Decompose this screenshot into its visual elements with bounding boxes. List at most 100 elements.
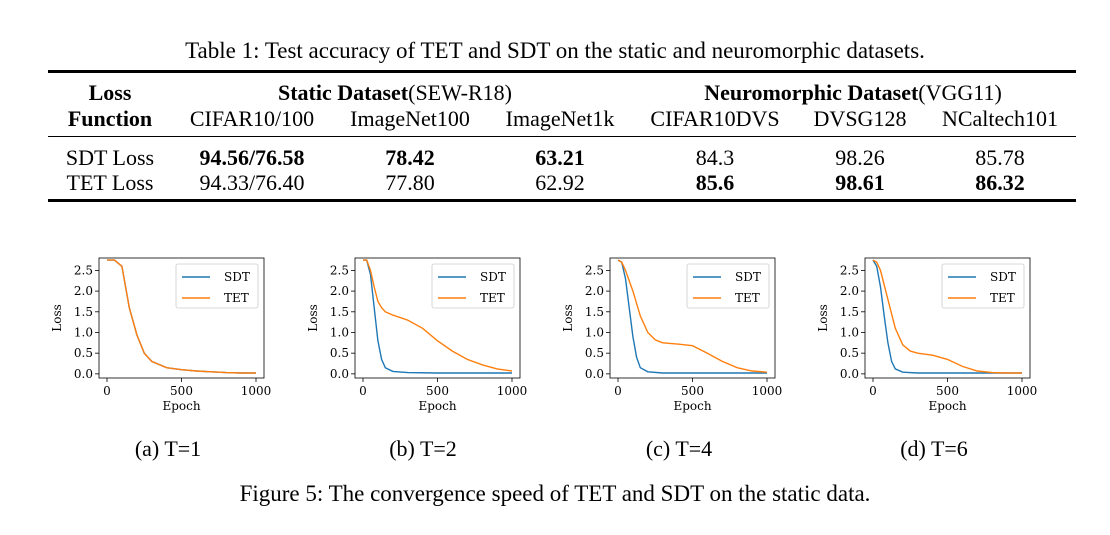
y-tick-label: 2.0: [585, 284, 604, 298]
x-tick-label: 0: [869, 384, 877, 398]
x-axis-label: Epoch: [418, 399, 456, 413]
x-tick-label: 1000: [1007, 384, 1038, 398]
y-tick-label: 1.0: [840, 325, 859, 339]
x-tick-label: 0: [103, 384, 111, 398]
legend-box: [686, 263, 770, 309]
subfigure-caption-d: (d) T=6: [900, 436, 968, 461]
static-group-model: (SEW-R18): [408, 80, 513, 105]
series-line-tet: [363, 259, 513, 372]
col-header: ImageNet100: [350, 106, 470, 131]
legend-label: SDT: [735, 270, 761, 284]
x-axis-label: Epoch: [928, 399, 966, 413]
table-cell: 85.78: [975, 145, 1025, 170]
y-tick-label: 2.5: [330, 263, 349, 277]
col-header: CIFAR10DVS: [650, 106, 780, 131]
legend-label: SDT: [224, 270, 250, 284]
series-line-tet: [617, 259, 768, 373]
x-tick-label: 1000: [497, 384, 528, 398]
table-caption: Table 1: Test accuracy of TET and SDT on…: [185, 38, 925, 63]
series-line-sdt: [363, 259, 512, 374]
legend-label: SDT: [990, 270, 1016, 284]
col-header: NCaltech101: [941, 106, 1059, 131]
loss-header-line1: Loss: [88, 80, 132, 105]
legend-label: TET: [480, 291, 505, 305]
y-tick-label: 0.5: [74, 346, 93, 360]
plot-b: 0.0 0.5 1.0 1.5 2.0 2.5 0 500 1000 Epoch Loss SDT TE…: [298, 248, 548, 428]
y-tick-label: 0.0: [585, 367, 604, 381]
legend-box: [941, 263, 1025, 309]
y-tick-label: 0.0: [74, 367, 93, 381]
table-cell: 77.80: [385, 170, 435, 195]
col-header: DVSG128: [813, 106, 907, 131]
neuro-group-model: (VGG11): [918, 80, 1002, 105]
x-tick-label: 500: [170, 384, 193, 398]
x-tick-label: 0: [614, 384, 622, 398]
y-tick-label: 2.5: [840, 263, 859, 277]
y-axis-label: Loss: [561, 304, 575, 332]
table-cell: 85.6: [695, 170, 735, 195]
col-header: ImageNet1k: [505, 106, 615, 131]
subfigure-caption-b: (b) T=2: [389, 436, 457, 461]
legend-label: TET: [224, 291, 249, 305]
chart-d: 0.0 0.5 1.0 1.5 2.0 2.5 0 500 1000 Epoch Loss SDT TE…: [816, 257, 1038, 413]
y-tick-label: 1.0: [330, 325, 349, 339]
table-cell: 86.32: [975, 170, 1025, 195]
table-top-rule: [48, 70, 1076, 73]
table-bottom-rule: [48, 199, 1076, 202]
static-group-header: Static Dataset(SEW-R18): [278, 80, 512, 106]
legend-label: TET: [990, 291, 1015, 305]
y-tick-label: 2.5: [74, 263, 93, 277]
y-tick-label: 0.5: [585, 346, 604, 360]
y-axis-label: Loss: [816, 304, 830, 332]
neuro-group-header: Neuromorphic Dataset(VGG11): [704, 80, 1002, 106]
legend-box: [431, 263, 515, 309]
chart-b: 0.0 0.5 1.0 1.5 2.0 2.5 0 500 1000 Epoch Loss SDT TE…: [306, 257, 528, 413]
y-tick-label: 2.0: [74, 284, 93, 298]
y-tick-label: 1.0: [74, 325, 93, 339]
subfigure-caption-a: (a) T=1: [134, 436, 202, 461]
y-tick-label: 0.0: [330, 367, 349, 381]
plot-c: 0.0 0.5 1.0 1.5 2.0 2.5 0 500 1000 Epoch Loss SDT TE…: [553, 248, 803, 428]
table-cell: 62.92: [535, 170, 585, 195]
y-tick-label: 1.0: [585, 325, 604, 339]
y-tick-label: 0.0: [840, 367, 859, 381]
y-tick-label: 1.5: [330, 305, 349, 319]
y-axis-label: Loss: [306, 304, 320, 332]
table-cell: 98.61: [835, 170, 885, 195]
loss-header-line2: Function: [67, 106, 153, 131]
y-tick-label: 0.5: [840, 346, 859, 360]
series-line-sdt: [617, 259, 767, 374]
plot-a: 0.0 0.5 1.0 1.5 2.0 2.5 0 500 1000 Epoch Loss SDT TE…: [42, 248, 292, 428]
figure-caption: Figure 5: The convergence speed of TET a…: [239, 481, 871, 506]
x-tick-label: 1000: [752, 384, 783, 398]
x-axis-label: Epoch: [162, 399, 200, 413]
chart-c: 0.0 0.5 1.0 1.5 2.0 2.5 0 500 1000 Epoch Loss SDT TE…: [561, 257, 783, 413]
y-axis-label: Loss: [50, 304, 64, 332]
col-header: CIFAR10/100: [189, 106, 315, 131]
table-cell: 63.21: [535, 145, 585, 170]
row-label: SDT Loss: [65, 145, 155, 170]
x-tick-label: 500: [681, 384, 704, 398]
table-mid-rule: [48, 136, 1076, 137]
y-tick-label: 2.5: [585, 263, 604, 277]
x-axis-label: Epoch: [673, 399, 711, 413]
y-tick-label: 1.5: [585, 305, 604, 319]
table-cell: 78.42: [385, 145, 435, 170]
series-line-tet: [107, 259, 256, 374]
series-line-tet: [872, 259, 1022, 374]
legend-box: [175, 263, 259, 309]
table-cell: 94.56/76.58: [199, 145, 305, 170]
subfigure-caption-c: (c) T=4: [645, 436, 713, 461]
y-tick-label: 1.5: [840, 305, 859, 319]
x-tick-label: 0: [359, 384, 367, 398]
plot-d: 0.0 0.5 1.0 1.5 2.0 2.5 0 500 1000 Epoch Loss SDT TE…: [808, 248, 1058, 428]
x-tick-label: 500: [426, 384, 449, 398]
series-line-sdt: [872, 259, 1022, 374]
neuro-group-name: Neuromorphic Dataset: [704, 80, 919, 105]
chart-a: 0.0 0.5 1.0 1.5 2.0 2.5 0 500 1000 Epoch Loss SDT TE…: [50, 257, 272, 413]
table-cell: 94.33/76.40: [199, 170, 305, 195]
y-tick-label: 2.0: [840, 284, 859, 298]
x-tick-label: 1000: [241, 384, 272, 398]
legend-label: SDT: [480, 270, 506, 284]
table-cell: 98.26: [835, 145, 885, 170]
